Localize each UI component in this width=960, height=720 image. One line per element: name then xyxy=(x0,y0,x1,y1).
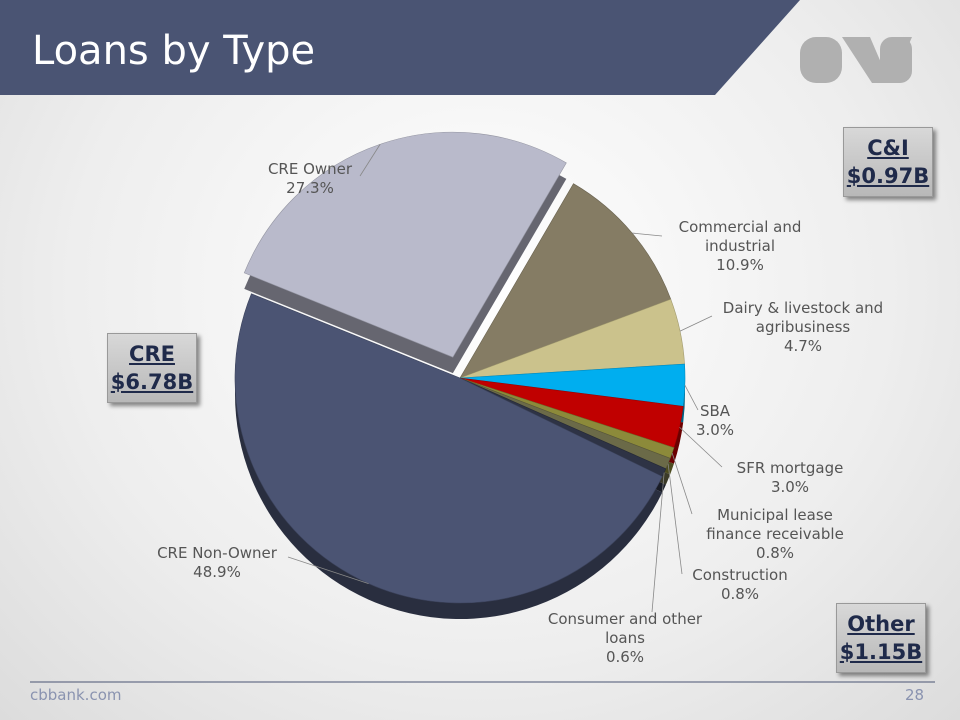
slice xyxy=(459,183,672,379)
category-label: CRE Owner xyxy=(267,160,353,178)
slide-title: Loans by Type xyxy=(32,28,316,74)
box-label: C&I xyxy=(867,136,909,160)
box-amount: $1.15B xyxy=(839,640,923,664)
leader-line xyxy=(684,385,699,411)
header-band xyxy=(0,0,800,95)
category-label: SBA xyxy=(699,402,731,420)
category-label: Municipal lease finance receivable xyxy=(706,506,844,543)
category-label: Dairy & livestock and agribusiness xyxy=(722,299,884,336)
category-label: SFR mortgage xyxy=(736,459,844,477)
value-label: 27.3% xyxy=(286,179,334,197)
footer-site: cbbank.com xyxy=(30,686,122,704)
value-label: 48.9% xyxy=(193,563,241,581)
slice-label: Dairy & livestock and agribusiness 4.7% xyxy=(708,299,898,356)
slice-label: Commercial and industrial 10.9% xyxy=(665,218,815,275)
value-label: 4.7% xyxy=(783,337,823,355)
category-label: CRE Non-Owner xyxy=(157,544,277,562)
leader-line xyxy=(651,472,665,613)
category-label: Commercial and industrial xyxy=(678,218,802,255)
slice-label: Municipal lease finance receivable 0.8% xyxy=(690,506,860,563)
value-label: 0.8% xyxy=(755,544,795,562)
slice-label: Construction 0.8% xyxy=(680,566,800,604)
leader-line xyxy=(632,232,663,237)
value-label: 3.0% xyxy=(695,421,735,439)
value-label: 0.6% xyxy=(605,648,645,666)
slice-label: SBA 3.0% xyxy=(685,402,745,440)
segment-box: CRE $6.78B xyxy=(107,333,197,403)
box-label: CRE xyxy=(129,342,175,366)
category-label: Construction xyxy=(692,566,788,584)
slice xyxy=(234,293,663,604)
leader-line xyxy=(359,144,381,177)
slice-label: SFR mortgage 3.0% xyxy=(720,459,860,497)
slice-label: Consumer and other loans 0.6% xyxy=(535,610,715,667)
slice-label: CRE Owner 27.3% xyxy=(245,160,375,198)
value-label: 10.9% xyxy=(716,256,764,274)
footer-page: 28 xyxy=(905,686,925,704)
leader-line xyxy=(287,556,369,584)
box-label: Other xyxy=(847,612,915,636)
box-amount: $0.97B xyxy=(846,164,930,188)
value-label: 3.0% xyxy=(770,478,810,496)
category-label: Consumer and other loans xyxy=(547,610,703,647)
segment-box: Other $1.15B xyxy=(836,603,926,673)
box-amount: $6.78B xyxy=(110,370,194,394)
leader-line xyxy=(679,426,723,468)
logo xyxy=(800,37,912,83)
value-label: 0.8% xyxy=(720,585,760,603)
leader-line xyxy=(679,315,713,332)
segment-box: C&I $0.97B xyxy=(843,127,933,197)
leader-line xyxy=(671,452,693,515)
slice-label: CRE Non-Owner 48.9% xyxy=(137,544,297,582)
leader-line xyxy=(667,463,683,575)
